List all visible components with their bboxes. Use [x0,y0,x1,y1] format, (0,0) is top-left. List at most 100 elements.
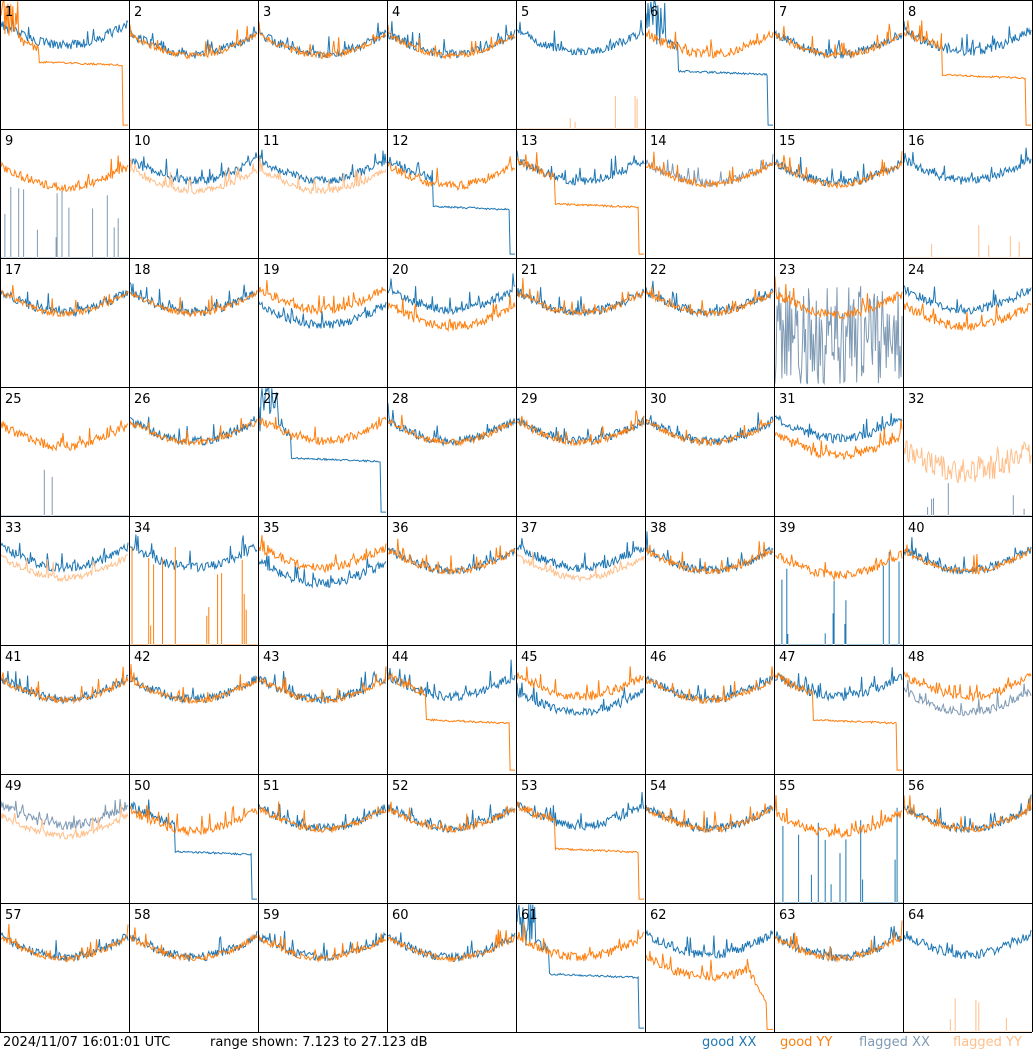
yy-trace-25 [0,420,129,452]
panel-52: 52 [387,779,516,834]
yy-trace-8 [903,20,1031,126]
panel-18: 18 [129,263,258,318]
panel-label: 40 [908,521,925,536]
yy-trace-21 [516,278,645,317]
panel-32: 32 [903,392,1032,516]
yy-trace-29 [516,410,645,447]
yy-trace-20 [387,295,516,333]
xx-trace-20 [387,273,516,316]
xx-trace-5 [516,20,645,56]
panel-46: 46 [645,650,774,705]
yy-trace-56 [903,795,1032,834]
panel-label: 20 [392,263,409,278]
yy-trace-19 [258,280,387,316]
panel-11: 11 [258,134,387,195]
panel-label: 15 [779,134,796,149]
yy-trace-30 [645,419,774,447]
panel-label: 39 [779,521,796,536]
panel-17: 17 [0,263,129,318]
panel-label: 14 [650,134,667,149]
panel-label: 62 [650,908,667,923]
panel-label: 48 [908,650,925,665]
xx-trace-33 [0,542,129,573]
yy-trace-1 [0,0,128,126]
panel-label: 28 [392,392,409,407]
panel-33: 33 [0,521,129,583]
panel-label: 56 [908,779,925,794]
panel-23: 23 [774,263,903,386]
panel-19: 19 [258,263,387,329]
panel-53: 53 [516,779,645,900]
xx-trace-37 [516,537,645,573]
xx-trace-50 [129,799,257,900]
panel-label: 34 [134,521,151,536]
yy-trace-50 [129,805,258,837]
panel-10: 10 [129,134,258,195]
panel-25: 25 [0,392,129,516]
panel-56: 56 [903,779,1032,834]
yy-trace-58 [129,927,258,962]
panel-label: 3 [263,5,271,20]
xx-trace-47 [774,667,903,702]
panel-label: 4 [392,5,400,20]
xx-trace-15 [774,156,903,188]
yy-trace-15 [774,151,903,190]
xx-trace-42 [129,675,258,705]
yy-trace-62 [645,951,773,1030]
timestamp: 2024/11/07 16:01:01 UTC [3,1035,171,1050]
xx-trace-62 [645,929,774,959]
legend-good-yy: good YY [780,1035,833,1050]
yy-trace-12 [387,156,515,191]
panel-5: 5 [516,5,645,129]
yy-trace-64 [903,998,1032,1032]
panel-label: 19 [263,263,280,278]
panel-60: 60 [387,908,516,963]
yy-trace-49 [0,804,129,840]
yy-trace-36 [387,538,516,575]
panel-2: 2 [129,5,258,60]
panel-13: 13 [516,134,645,255]
xx-trace-58 [129,931,258,962]
yy-trace-14 [645,151,774,189]
yy-trace-13 [516,152,644,255]
panel-55: 55 [774,779,903,903]
panel-48: 48 [903,650,1032,717]
panel-54: 54 [645,779,774,834]
panel-label: 64 [908,908,925,923]
panel-24: 24 [903,263,1032,332]
panel-51: 51 [258,779,387,834]
panel-22: 22 [645,263,774,318]
yy-trace-37 [516,551,645,583]
panel-label: 60 [392,908,409,923]
panel-label: 11 [263,134,280,149]
panel-21: 21 [516,263,645,317]
panel-label: 41 [5,650,22,665]
panel-label: 21 [521,263,538,278]
xx-trace-16 [903,147,1032,185]
yy-trace-44 [387,671,515,771]
yy-trace-57 [0,923,129,963]
panel-label: 27 [263,392,280,407]
yy-trace-42 [129,664,258,705]
panel-label: 59 [263,908,280,923]
xx-trace-24 [903,285,1032,315]
yy-trace-18 [129,289,258,318]
panel-label: 18 [134,263,151,278]
panel-3: 3 [258,5,387,60]
range-text: range shown: 7.123 to 27.123 dB [210,1035,428,1050]
yy-trace-52 [387,801,516,834]
yy-trace-45 [516,666,645,701]
panel-57: 57 [0,908,129,963]
panel-label: 23 [779,263,796,278]
xx-trace-56 [903,794,1032,834]
panel-label: 10 [134,134,151,149]
xx-trace-11 [258,149,387,185]
panel-label: 53 [521,779,538,794]
panel-label: 25 [5,392,22,407]
xx-trace-48 [903,679,1032,717]
panel-36: 36 [387,521,516,576]
xx-trace-32 [903,483,1032,516]
panel-label: 61 [521,908,538,923]
panel-label: 26 [134,392,151,407]
